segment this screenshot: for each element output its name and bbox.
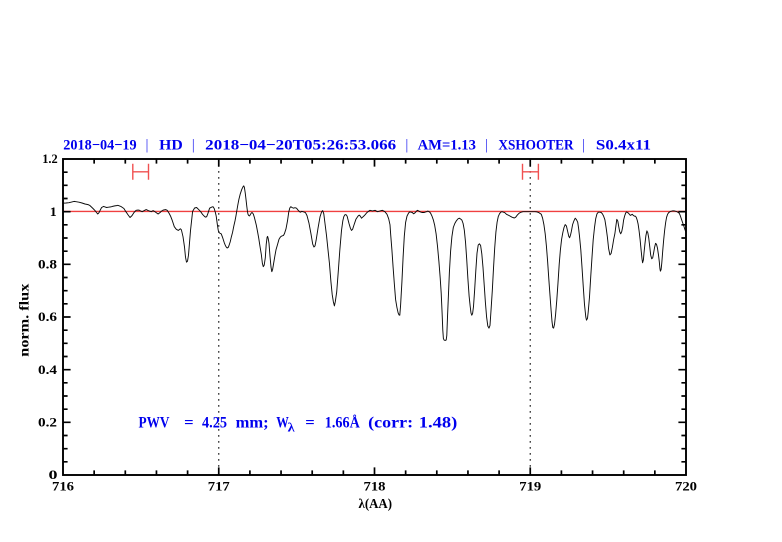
svg-text:719: 719 xyxy=(519,479,542,494)
svg-text:0.8: 0.8 xyxy=(38,257,58,272)
svg-text:1: 1 xyxy=(50,204,57,219)
svg-text:717: 717 xyxy=(208,479,231,494)
svg-text:0.2: 0.2 xyxy=(38,415,57,430)
svg-text:0: 0 xyxy=(49,467,58,482)
svg-text:norm. flux: norm. flux xyxy=(17,283,32,356)
svg-text:0.6: 0.6 xyxy=(38,309,58,324)
svg-text:718: 718 xyxy=(364,479,387,494)
svg-text:1.2: 1.2 xyxy=(42,151,58,166)
svg-text:2018−04−19|HD|2018−04−20T05:26: 2018−04−19 | HD | 2018−04−20T05:26:53.066 | AM… xyxy=(63,137,651,153)
svg-text:0.4: 0.4 xyxy=(38,362,58,377)
svg-text:720: 720 xyxy=(675,479,697,494)
svg-text:λ(AA): λ(AA) xyxy=(359,496,393,511)
svg-text:716: 716 xyxy=(52,479,75,494)
